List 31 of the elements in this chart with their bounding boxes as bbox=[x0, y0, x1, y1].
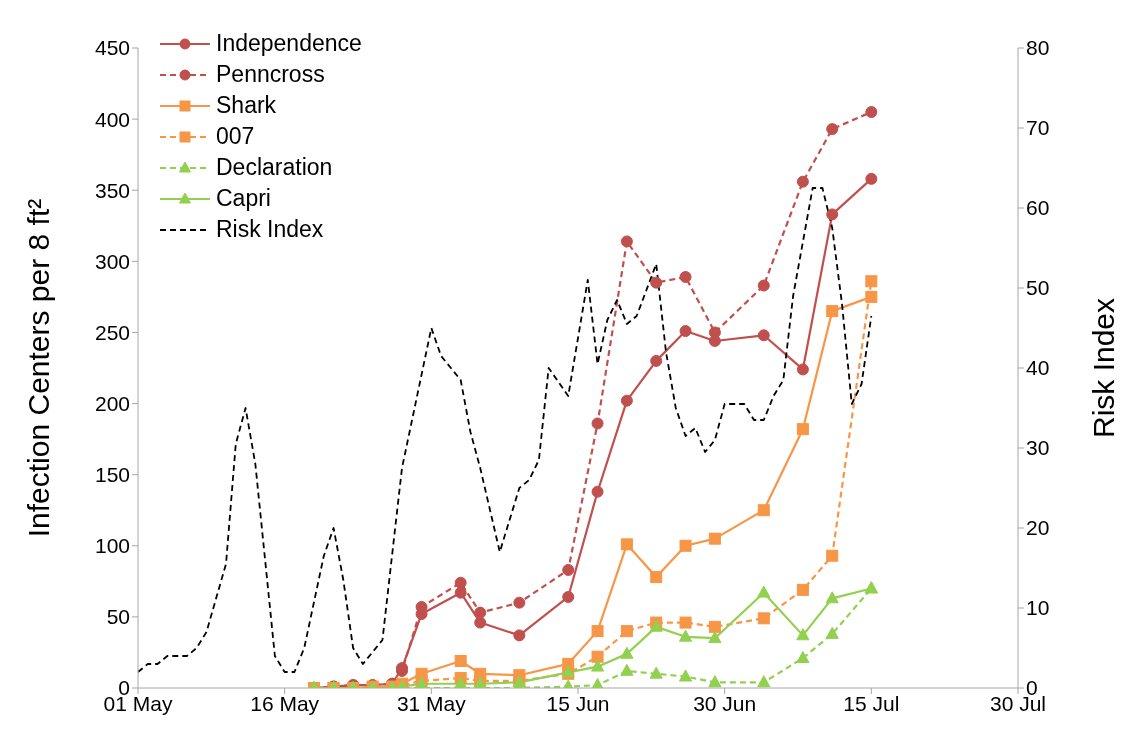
x-tick-label: 15 Jun bbox=[546, 691, 610, 715]
y-tick-label: 250 bbox=[94, 320, 130, 344]
legend-label: Declaration bbox=[216, 153, 333, 182]
legend-label: Shark bbox=[216, 91, 277, 120]
y-tick-label: 200 bbox=[94, 392, 130, 416]
y2-tick-label: 30 bbox=[1026, 436, 1050, 460]
legend-label: Capri bbox=[216, 184, 271, 213]
x-tick-label: 30 Jun bbox=[693, 691, 757, 715]
x-tick-label: 31 May bbox=[396, 691, 467, 715]
y2-tick-label: 60 bbox=[1026, 196, 1050, 220]
y2-tick-label: 40 bbox=[1026, 356, 1050, 380]
y-tick-label: 400 bbox=[94, 107, 130, 131]
y2-axis-title: Risk Index bbox=[1086, 297, 1120, 439]
legend-label: Penncross bbox=[216, 60, 325, 89]
legend-label: Independence bbox=[216, 29, 362, 58]
y2-tick-label: 10 bbox=[1026, 596, 1050, 620]
y2-tick-label: 50 bbox=[1026, 276, 1050, 300]
y-tick-label: 300 bbox=[94, 249, 130, 273]
x-tick-label: 15 Jul bbox=[843, 691, 900, 715]
y-tick-label: 450 bbox=[94, 36, 130, 60]
y-tick-label: 150 bbox=[94, 463, 130, 487]
y2-tick-label: 80 bbox=[1026, 36, 1050, 60]
y-tick-label: 100 bbox=[94, 534, 130, 558]
y-axis-title: Infection Centers per 8 ft² bbox=[21, 198, 55, 538]
legend-label: Risk Index bbox=[216, 215, 324, 244]
y-tick-label: 350 bbox=[94, 178, 130, 202]
y2-tick-label: 70 bbox=[1026, 116, 1050, 140]
legend-label: 007 bbox=[216, 122, 255, 151]
y-tick-label: 50 bbox=[106, 605, 130, 629]
y2-tick-label: 20 bbox=[1026, 516, 1050, 540]
x-tick-label: 16 May bbox=[250, 691, 320, 715]
